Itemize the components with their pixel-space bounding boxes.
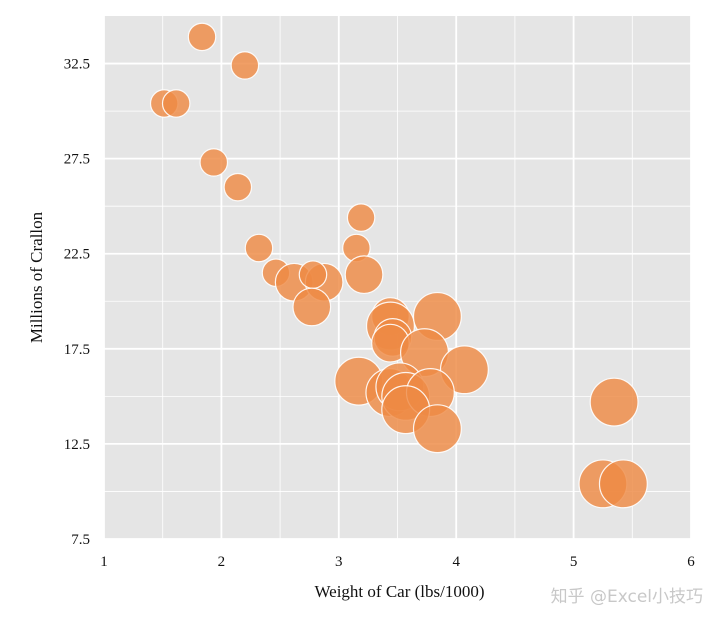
x-tick-label: 5 [570,554,578,570]
y-tick-label: 32.5 [64,57,90,73]
axis-tick-labels: 1 2 3 4 5 6 7.5 12.5 17.5 22.5 27.5 32.5 [64,57,696,570]
scatter-point [292,287,332,327]
scatter-point [161,89,191,118]
scatter-point [598,459,648,509]
scatter-point [187,22,217,52]
x-tick-label: 6 [687,554,695,570]
scatter-point [199,148,229,177]
y-tick-label: 22.5 [64,247,90,263]
scatter-point [589,377,639,427]
x-tick-label: 1 [100,554,108,570]
scatter-point [439,345,489,395]
y-axis-label: Millions of Crallon [27,211,46,343]
watermark-text: 知乎 @Excel小技巧 [551,587,703,607]
x-tick-label: 3 [335,554,343,570]
scatter-point [244,233,274,263]
y-tick-label: 27.5 [64,152,90,168]
scatter-point [346,203,376,232]
scatter-point [223,172,253,202]
y-tick-label: 17.5 [64,342,90,358]
scatter-point [298,260,328,289]
scatter-point [344,255,384,295]
scatter-point [412,404,462,454]
y-tick-label: 12.5 [64,437,90,453]
grid-lines [103,16,692,540]
scatter-point [230,51,260,80]
x-axis-label: Weight of Car (lbs/1000) [314,582,484,601]
y-tick-label: 7.5 [71,532,90,548]
x-tick-label: 2 [218,554,226,570]
x-tick-label: 4 [452,554,460,570]
data-points [149,22,648,509]
